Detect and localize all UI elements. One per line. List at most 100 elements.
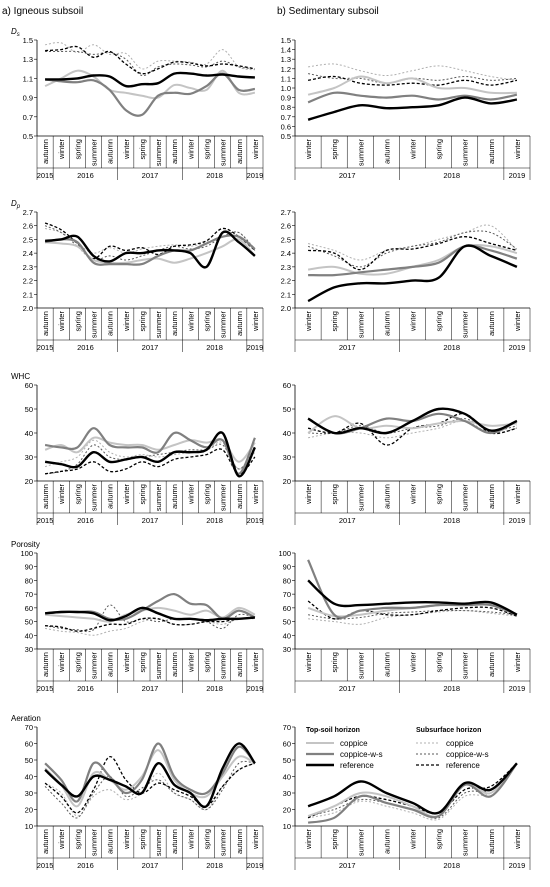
x-tick-label: summer — [219, 139, 228, 167]
year-label: 2018 — [443, 861, 460, 870]
x-tick-label: autumn — [235, 484, 244, 509]
x-tick-label: autumn — [170, 652, 179, 677]
series-line-top-soil-coppice — [307, 75, 517, 96]
year-label: 2017 — [339, 343, 356, 352]
year-label: 2019 — [247, 684, 264, 693]
series-line-top-soil-reference — [45, 606, 255, 622]
x-tick-label: autumn — [235, 139, 244, 164]
y-tick-label: 30 — [283, 789, 291, 798]
x-tick-label: autumn — [487, 311, 496, 336]
year-label: 2017 — [339, 516, 356, 525]
y-tick-label: 30 — [25, 453, 33, 462]
series-line-top-soil-coppice-w-s — [307, 559, 518, 619]
x-tick-label: summer — [461, 829, 470, 857]
x-tick-label: winter — [57, 484, 66, 506]
x-tick-label: winter — [57, 829, 66, 851]
x-tick-label: spring — [138, 139, 147, 159]
y-tick-label: 2.1 — [281, 290, 291, 299]
y-tick-label: 2.1 — [23, 290, 33, 299]
y-tick-label: 60 — [283, 740, 291, 749]
series-line-top-soil-coppice-w-s — [44, 72, 256, 117]
x-tick-label: spring — [435, 139, 444, 159]
series-line-subsurface-coppice — [307, 762, 518, 821]
y-tick-label: 0.8 — [281, 103, 291, 112]
x-tick-label: winter — [513, 311, 522, 333]
series-line-subsurface-coppice-w-s — [307, 230, 518, 268]
year-label: 2016 — [77, 684, 94, 693]
x-tick-label: winter — [122, 829, 131, 851]
x-tick-label: winter — [304, 652, 313, 674]
x-tick-label: summer — [461, 311, 470, 339]
series-line-top-soil-coppice-w-s — [44, 427, 256, 475]
year-label: 2018 — [206, 861, 223, 870]
x-tick-label: summer — [154, 139, 163, 167]
y-tick-label: 40 — [25, 773, 33, 782]
x-tick-label: winter — [513, 829, 522, 851]
year-label: 2019 — [247, 171, 264, 180]
y-tick-label: 0.9 — [281, 94, 291, 103]
legend: Top-soil horizon Subsurface horizon copp… — [306, 727, 489, 770]
x-tick-label: summer — [461, 652, 470, 680]
series-line-top-soil-coppice-w-s — [44, 234, 256, 266]
x-tick-label: spring — [435, 652, 444, 672]
y-tick-label: 1.3 — [23, 55, 33, 64]
y-tick-label: 1.1 — [23, 74, 33, 83]
y-tick-label: 0.6 — [281, 122, 291, 131]
year-label: 2015 — [37, 171, 54, 180]
legend-label-topsoil-reference: reference — [340, 761, 374, 770]
y-tick-label: 70 — [283, 590, 291, 599]
year-label: 2015 — [37, 684, 54, 693]
x-tick-label: winter — [251, 139, 260, 161]
x-tick-label: spring — [203, 139, 212, 159]
series-line-top-soil-coppice-w-s — [45, 592, 256, 621]
year-label: 2018 — [443, 343, 460, 352]
series-line-subsurface-reference — [308, 236, 518, 271]
x-tick-label: autumn — [235, 311, 244, 336]
y-axis-label: Dp — [11, 199, 21, 210]
series-line-top-soil-reference — [307, 762, 518, 815]
year-label: 2019 — [509, 861, 526, 870]
x-tick-label: summer — [90, 484, 99, 512]
y-tick-label: 2.7 — [23, 208, 33, 217]
series-line-top-soil-coppice-w-s — [308, 244, 518, 277]
x-tick-label: autumn — [41, 311, 50, 336]
x-tick-label: winter — [186, 311, 195, 333]
x-tick-label: summer — [461, 139, 470, 167]
x-tick-label: winter — [122, 139, 131, 161]
y-tick-label: 20 — [283, 477, 291, 486]
series-line-subsurface-coppice — [44, 439, 256, 470]
y-axis-label: WHC — [11, 372, 30, 381]
y-tick-label: 1.5 — [281, 36, 291, 45]
y-tick-label: 0.7 — [23, 113, 33, 122]
x-tick-label: spring — [330, 484, 339, 504]
x-tick-label: summer — [219, 652, 228, 680]
year-label: 2017 — [142, 343, 159, 352]
y-tick-label: 50 — [283, 756, 291, 765]
x-tick-label: autumn — [41, 652, 50, 677]
year-label: 2019 — [247, 343, 264, 352]
year-label: 2017 — [142, 171, 159, 180]
x-tick-label: winter — [251, 311, 260, 333]
series-line-subsurface-reference — [45, 448, 256, 475]
x-tick-label: spring — [330, 311, 339, 331]
series-line-subsurface-coppice-w-s — [45, 50, 255, 77]
x-tick-label: autumn — [41, 484, 50, 509]
x-tick-label: spring — [435, 484, 444, 504]
year-label: 2016 — [77, 171, 94, 180]
y-tick-label: 60 — [25, 604, 33, 613]
y-tick-label: 0.7 — [281, 113, 291, 122]
y-tick-label: 30 — [25, 789, 33, 798]
year-label: 2016 — [77, 516, 94, 525]
series-line-subsurface-coppice — [45, 617, 255, 636]
x-tick-label: autumn — [41, 139, 50, 164]
series-line-top-soil-coppice-w-s — [307, 762, 518, 824]
year-label: 2018 — [206, 516, 223, 525]
series-line-top-soil-coppice — [45, 238, 256, 265]
series-line-top-soil-reference — [45, 71, 255, 88]
y-tick-label: 0.9 — [23, 94, 33, 103]
year-label: 2015 — [37, 516, 54, 525]
y-tick-label: 40 — [25, 429, 33, 438]
y-tick-label: 10 — [25, 822, 33, 831]
x-tick-label: winter — [513, 652, 522, 674]
series-line-subsurface-reference — [45, 45, 256, 75]
